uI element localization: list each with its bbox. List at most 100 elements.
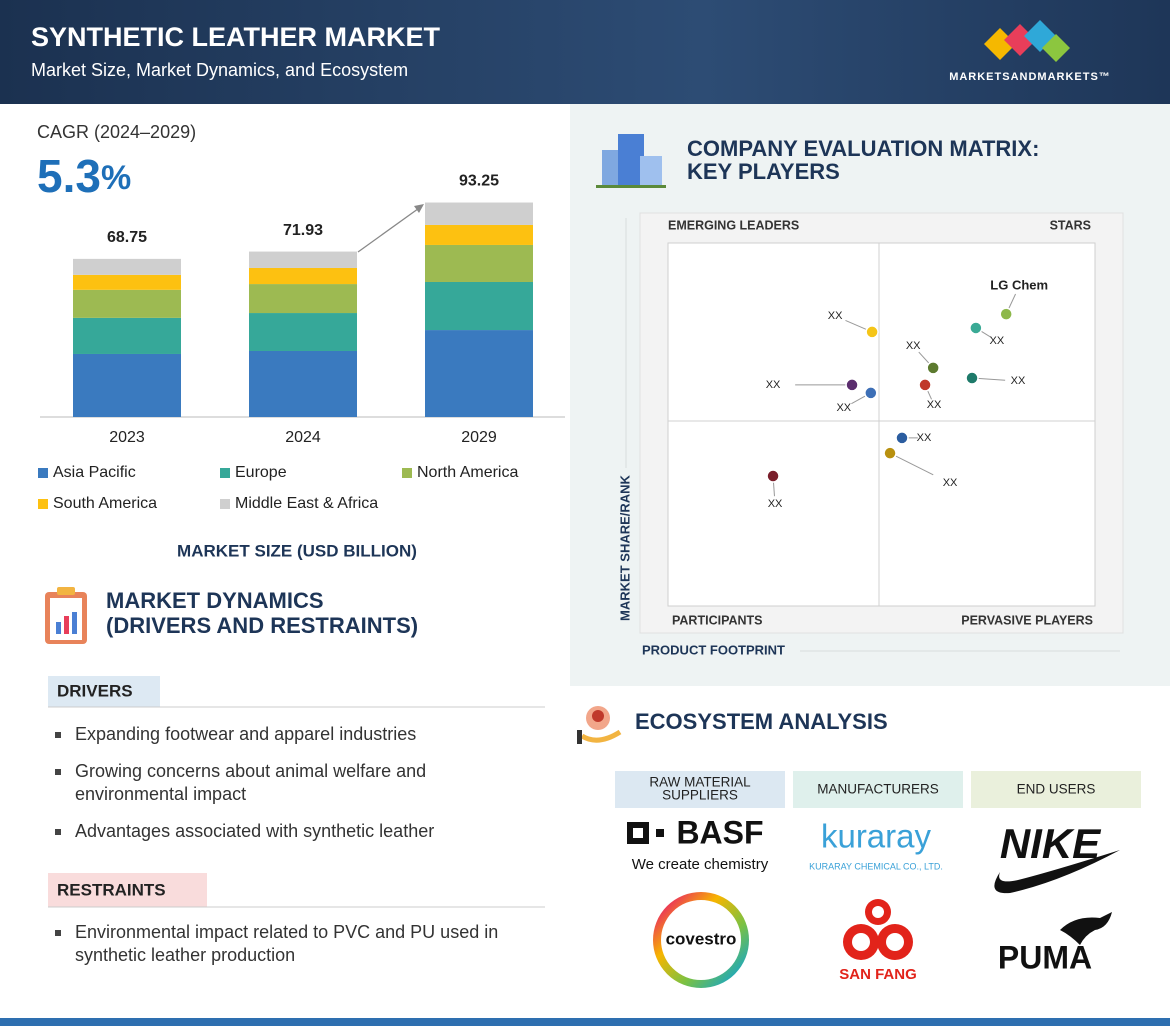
bar-segment	[73, 317, 181, 354]
company-label: XX	[828, 310, 843, 322]
legend-label: North America	[417, 464, 518, 481]
growth-arrow	[357, 205, 423, 253]
drivers-heading: DRIVERS	[57, 681, 133, 700]
icon-part	[618, 134, 644, 186]
column-header-bg	[793, 771, 963, 808]
bar-segment	[73, 258, 181, 275]
company-point	[883, 446, 897, 460]
covestro-logo: covestro	[666, 929, 737, 948]
leader-line	[889, 452, 934, 476]
bar-segment	[73, 353, 181, 417]
company-point	[999, 307, 1013, 321]
list-item: Advantages associated with synthetic lea…	[75, 821, 435, 841]
bar-segment	[425, 244, 533, 282]
bullet	[55, 930, 61, 936]
nike-swoosh	[994, 850, 1120, 894]
san-fang-mark	[843, 899, 913, 960]
icon-part	[56, 622, 61, 634]
x-axis-label: PRODUCT FOOTPRINT	[642, 642, 785, 657]
ecosystem-title: ECOSYSTEM ANALYSIS	[635, 709, 888, 734]
quadrant-label: STARS	[1050, 218, 1091, 232]
clipboard-icon	[45, 587, 87, 644]
icon-part	[886, 933, 904, 951]
company-point	[845, 378, 859, 392]
footer-stripe	[0, 1018, 1170, 1026]
kuraray-logo: kuraray	[821, 818, 932, 855]
icon-part	[72, 612, 77, 634]
legend-swatch	[220, 468, 230, 478]
logo-diamond	[1042, 34, 1070, 62]
company-point	[895, 431, 909, 445]
bullet	[55, 769, 61, 775]
basf-logo: BASF	[676, 814, 763, 850]
legend-label: Asia Pacific	[53, 464, 136, 481]
list-item: Environmental impact related to PVC and …	[75, 922, 499, 965]
legend-swatch	[38, 499, 48, 509]
basf-mark	[656, 829, 664, 837]
company-label: XX	[906, 340, 921, 352]
icon-part	[64, 616, 69, 634]
cagr-value: 5.3%	[37, 150, 131, 202]
bar-segment	[249, 267, 357, 285]
nike-logo: NIKE	[1000, 820, 1102, 867]
legend-label: South America	[53, 495, 157, 512]
total-label: 71.93	[283, 222, 323, 239]
matrix-title: COMPANY EVALUATION MATRIX:	[687, 136, 1039, 161]
icon-part	[57, 587, 75, 595]
matrix-plot	[667, 242, 1096, 607]
brand-logo	[984, 20, 1070, 62]
cagr-label: CAGR (2024–2029)	[37, 122, 196, 142]
bullet	[55, 829, 61, 835]
legend-label: Europe	[235, 464, 287, 481]
matrix-title: KEY PLAYERS	[687, 159, 840, 184]
growth-arrowhead	[414, 204, 424, 213]
header-title: SYNTHETIC LEATHER MARKET	[31, 22, 441, 52]
company-label: LG Chem	[990, 278, 1048, 293]
icon-part	[872, 906, 884, 918]
bar-segment	[425, 224, 533, 245]
restraints-tab	[48, 873, 207, 907]
y-axis-label: MARKET SHARE/RANK	[617, 474, 632, 621]
ecosystem-icon	[577, 706, 622, 744]
company-point	[926, 361, 940, 375]
icon-part	[596, 185, 666, 188]
puma-logo: PUMA	[998, 939, 1092, 975]
covestro-ring	[653, 892, 749, 988]
dynamics-title: MARKET DYNAMICS	[106, 588, 324, 613]
legend-swatch	[402, 468, 412, 478]
legend-label: Middle East & Africa	[235, 495, 378, 512]
quadrant-label: PERVASIVE PLAYERS	[961, 613, 1093, 627]
header-bg	[0, 0, 1170, 104]
puma-cat	[1060, 912, 1112, 945]
bar-segment	[249, 251, 357, 268]
basf-tagline: We create chemistry	[632, 856, 769, 873]
header-subtitle: Market Size, Market Dynamics, and Ecosys…	[31, 60, 408, 80]
bar-axis-label: MARKET SIZE (USD BILLION)	[177, 541, 417, 560]
company-label: XX	[836, 402, 851, 414]
column-header: MANUFACTURERS	[817, 782, 939, 797]
cagr-unit: %	[101, 159, 131, 197]
company-label: XX	[990, 335, 1005, 347]
quadrant-label: EMERGING LEADERS	[668, 218, 799, 232]
company-label: XX	[943, 477, 958, 489]
icon-part	[580, 729, 622, 743]
x-tick-label: 2024	[285, 429, 321, 446]
company-point	[969, 321, 983, 335]
icon-part	[602, 150, 622, 186]
building-icon	[596, 134, 666, 188]
column-header-bg	[615, 771, 785, 808]
bar-segment	[249, 284, 357, 314]
company-point	[918, 378, 932, 392]
icon-part	[852, 933, 870, 951]
company-label: XX	[917, 432, 932, 444]
icon-part	[592, 710, 604, 722]
bar-segment	[425, 281, 533, 331]
quadrant-label: PARTICIPANTS	[672, 613, 763, 627]
dynamics-title: (DRIVERS AND RESTRAINTS)	[106, 613, 418, 638]
company-point	[864, 386, 878, 400]
icon-part	[640, 156, 662, 186]
drivers-tab	[48, 676, 160, 707]
restraints-heading: RESTRAINTS	[57, 880, 166, 899]
